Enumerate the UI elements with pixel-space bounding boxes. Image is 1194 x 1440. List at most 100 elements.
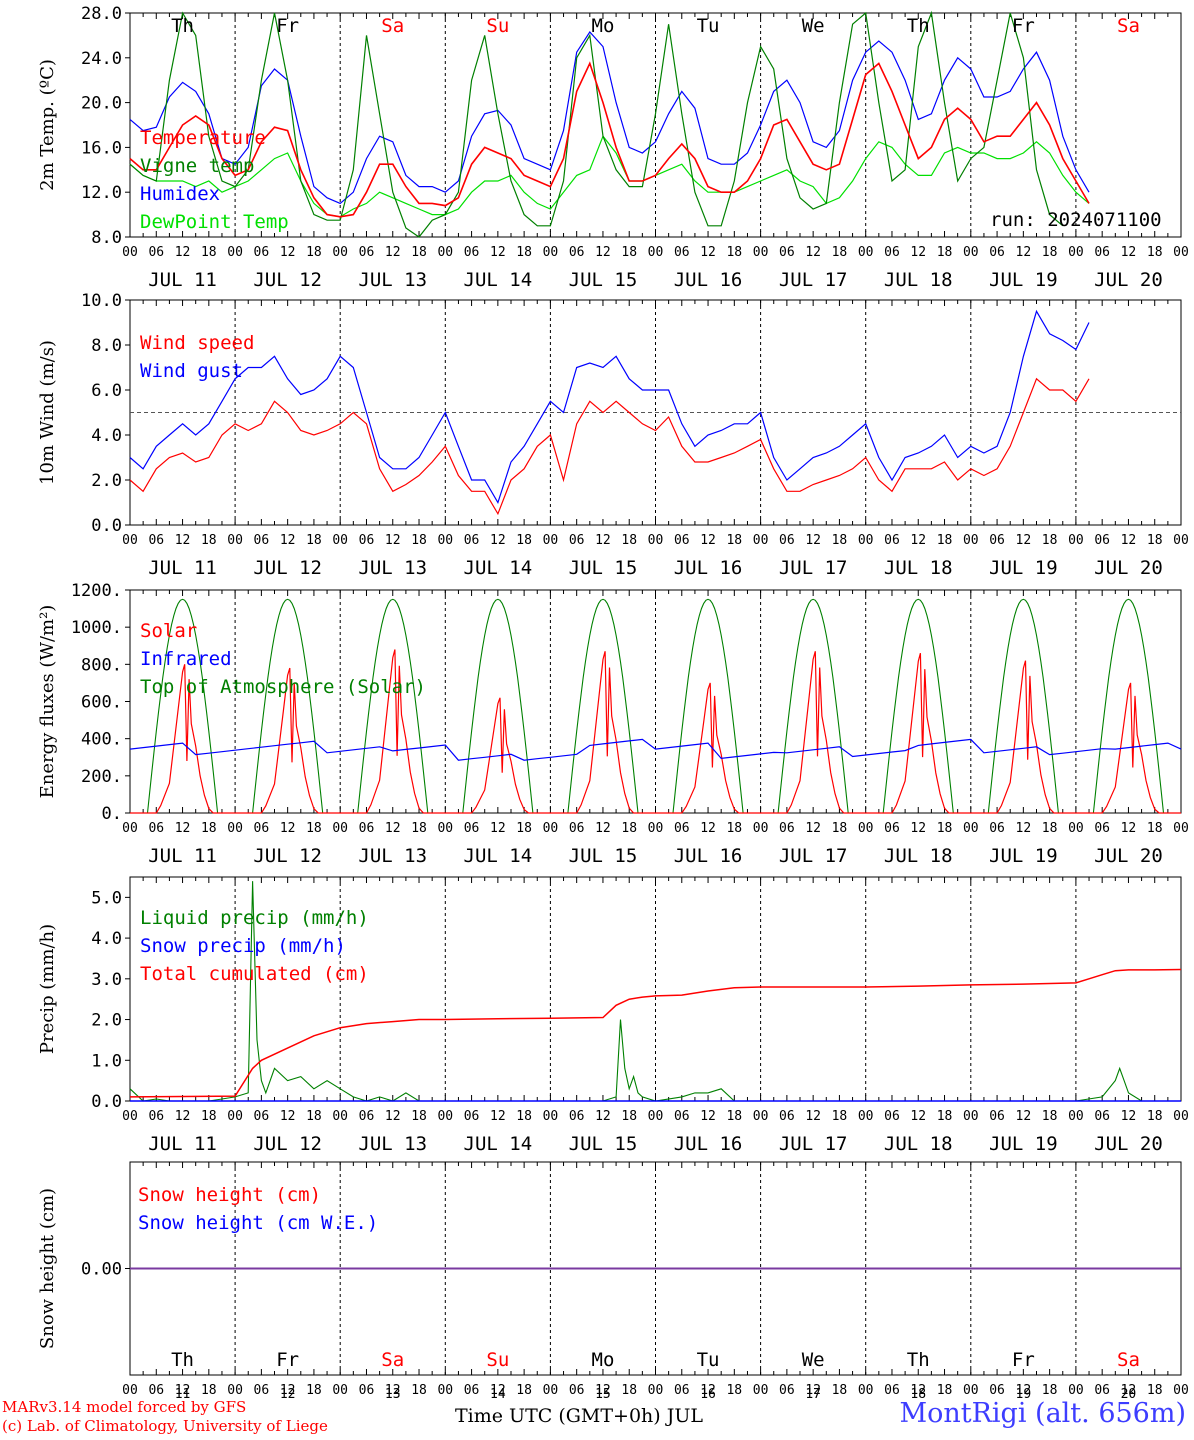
hour-tick-label: 18 [726, 533, 742, 548]
date-label: JUL 19 [989, 557, 1058, 579]
day-number: 16 [700, 1387, 716, 1402]
day-name-top: Tu [697, 15, 720, 37]
hour-tick-label: 12 [1016, 533, 1032, 548]
hour-tick-label: 12 [280, 533, 296, 548]
hour-tick-label: 12 [175, 1383, 191, 1398]
date-label: JUL 17 [779, 1133, 848, 1155]
hour-tick-label: 06 [464, 1109, 480, 1124]
panel-5: 0.00 Snow height (cm) 00 06 12 18 00 06 12 18 00 06… [37, 1161, 1189, 1398]
legend-humidex: Humidex [140, 183, 220, 205]
date-label: JUL 13 [358, 557, 427, 579]
hour-tick-label: 18 [726, 1109, 742, 1124]
date-label: JUL 12 [253, 269, 322, 291]
hour-tick-label: 00 [1173, 1383, 1189, 1398]
y-tick-label: 1200. [71, 581, 122, 601]
hour-tick-label: 18 [516, 533, 532, 548]
legend-wind-gust: Wind gust [140, 360, 243, 382]
hour-tick-label: 06 [254, 1383, 270, 1398]
hour-tick-label: 00 [753, 821, 769, 836]
panel-3: 0. 200. 400. 600. 800. 1000. 1200. Energy fluxe… [37, 581, 1189, 867]
hour-tick-label: 12 [280, 245, 296, 260]
hour-tick-label: 00 [122, 1109, 138, 1124]
hour-tick-label: 06 [359, 821, 375, 836]
hour-tick-label: 18 [937, 245, 953, 260]
legend-total-cumulated-cm-: Total cumulated (cm) [140, 963, 369, 985]
hour-tick-label: 18 [306, 245, 322, 260]
hour-tick-label: 06 [674, 245, 690, 260]
hour-tick-label: 00 [753, 245, 769, 260]
hour-tick-label: 06 [674, 821, 690, 836]
hour-tick-label: 12 [490, 821, 506, 836]
hour-tick-label: 18 [201, 533, 217, 548]
date-label: JUL 19 [989, 1133, 1058, 1155]
hour-tick-label: 18 [306, 1109, 322, 1124]
hour-tick-label: 18 [411, 245, 427, 260]
hour-tick-label: 00 [1068, 821, 1084, 836]
y-tick-label: 24.0 [81, 49, 122, 69]
hour-tick-label: 06 [359, 1383, 375, 1398]
hour-tick-label: 06 [779, 821, 795, 836]
hour-tick-label: 00 [858, 1109, 874, 1124]
hour-tick-label: 18 [306, 533, 322, 548]
series-line-vigne-temp [129, 10, 1064, 238]
hour-tick-label: 00 [858, 245, 874, 260]
hour-tick-label: 12 [910, 821, 926, 836]
date-label: JUL 15 [569, 557, 638, 579]
hour-tick-label: 00 [227, 1383, 243, 1398]
y-tick-label: 8.0 [91, 228, 122, 248]
hour-tick-label: 00 [858, 1383, 874, 1398]
hour-tick-label: 06 [779, 1109, 795, 1124]
legend-liquid-precip-mm-h-: Liquid precip (mm/h) [140, 907, 369, 929]
hour-tick-label: 00 [543, 245, 559, 260]
series-line-wind-gust [129, 309, 1090, 504]
y-tick-label: 600. [81, 693, 122, 713]
hour-tick-label: 18 [201, 1383, 217, 1398]
day-number: 11 [175, 1387, 191, 1402]
hour-tick-label: 06 [1094, 245, 1110, 260]
hour-tick-label: 18 [621, 1383, 637, 1398]
hour-tick-label: 06 [674, 1383, 690, 1398]
hour-tick-label: 12 [175, 821, 191, 836]
hour-tick-label: 18 [726, 245, 742, 260]
day-number: 20 [1121, 1387, 1137, 1402]
date-label: JUL 20 [1094, 1133, 1163, 1155]
y-axis-label: Snow height (cm) [37, 1188, 58, 1349]
hour-tick-label: 00 [753, 1109, 769, 1124]
legend-snow-height-cm-: Snow height (cm) [138, 1184, 321, 1206]
hour-tick-label: 00 [332, 1383, 348, 1398]
hour-tick-label: 18 [937, 1109, 953, 1124]
hour-tick-label: 00 [1173, 821, 1189, 836]
hour-tick-label: 06 [148, 1383, 164, 1398]
hour-tick-label: 18 [937, 533, 953, 548]
hour-tick-label: 06 [148, 533, 164, 548]
hour-tick-label: 00 [858, 533, 874, 548]
date-label: JUL 15 [569, 845, 638, 867]
day-name-top: We [802, 15, 825, 37]
hour-tick-label: 12 [1121, 821, 1137, 836]
hour-tick-label: 12 [700, 1109, 716, 1124]
hour-tick-label: 12 [490, 533, 506, 548]
day-name-bottom: Su [486, 1349, 509, 1371]
hour-tick-label: 12 [910, 533, 926, 548]
y-tick-label: 3.0 [91, 970, 122, 990]
date-label: JUL 18 [884, 269, 953, 291]
hour-tick-label: 00 [648, 1383, 664, 1398]
date-label: JUL 19 [989, 269, 1058, 291]
hour-tick-label: 06 [674, 533, 690, 548]
panel-frame [129, 12, 1182, 238]
hour-tick-label: 00 [648, 533, 664, 548]
hour-tick-label: 06 [148, 245, 164, 260]
hour-tick-label: 12 [175, 1109, 191, 1124]
hour-tick-label: 06 [1094, 821, 1110, 836]
day-name-top: Th [171, 15, 194, 37]
series-line-wind-speed [129, 377, 1090, 516]
legend-snow-precip-mm-h-: Snow precip (mm/h) [140, 935, 346, 957]
hour-tick-label: 06 [148, 821, 164, 836]
hour-tick-label: 00 [122, 1383, 138, 1398]
date-label: JUL 14 [464, 845, 533, 867]
day-number: 13 [385, 1387, 401, 1402]
date-label: JUL 18 [884, 1133, 953, 1155]
date-label: JUL 18 [884, 557, 953, 579]
credits: MARv3.14 model forced by GFS (c) Lab. of… [2, 1398, 328, 1436]
hour-tick-label: 12 [700, 245, 716, 260]
